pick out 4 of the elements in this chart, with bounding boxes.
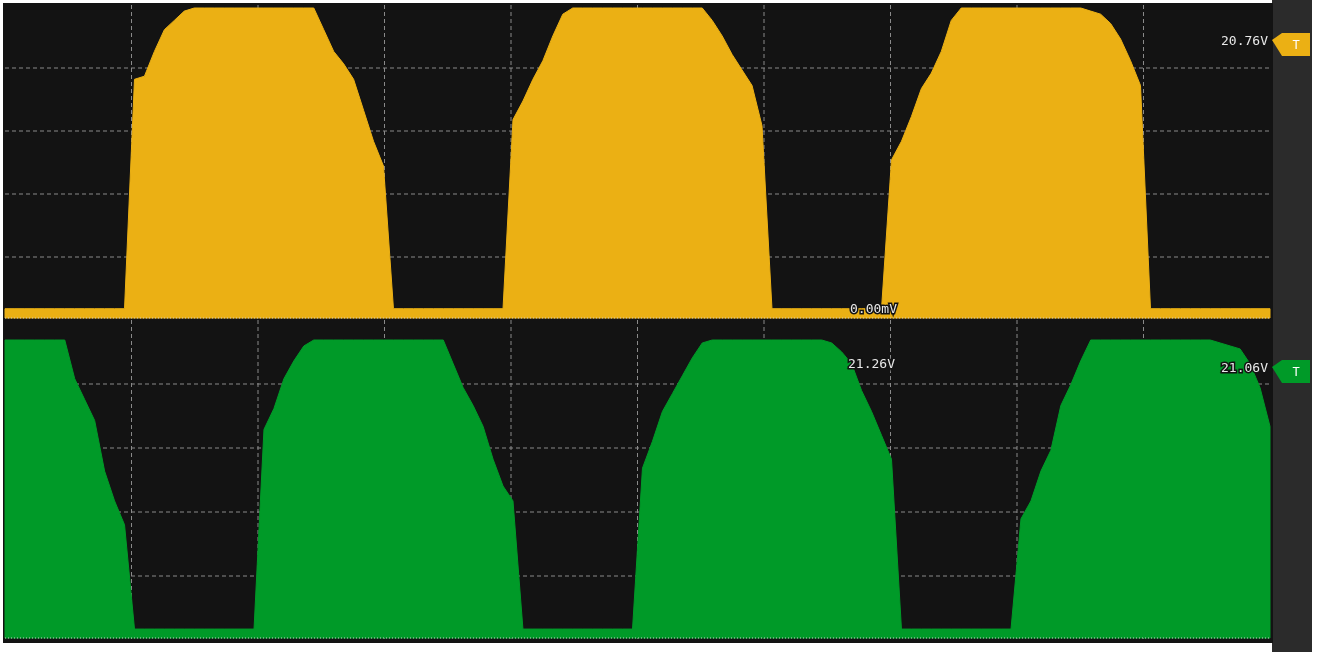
text: T	[1292, 38, 1300, 52]
annotation: 20.76V	[1221, 33, 1269, 48]
text: T	[1292, 365, 1300, 379]
annotation: 21.26V	[848, 356, 896, 371]
